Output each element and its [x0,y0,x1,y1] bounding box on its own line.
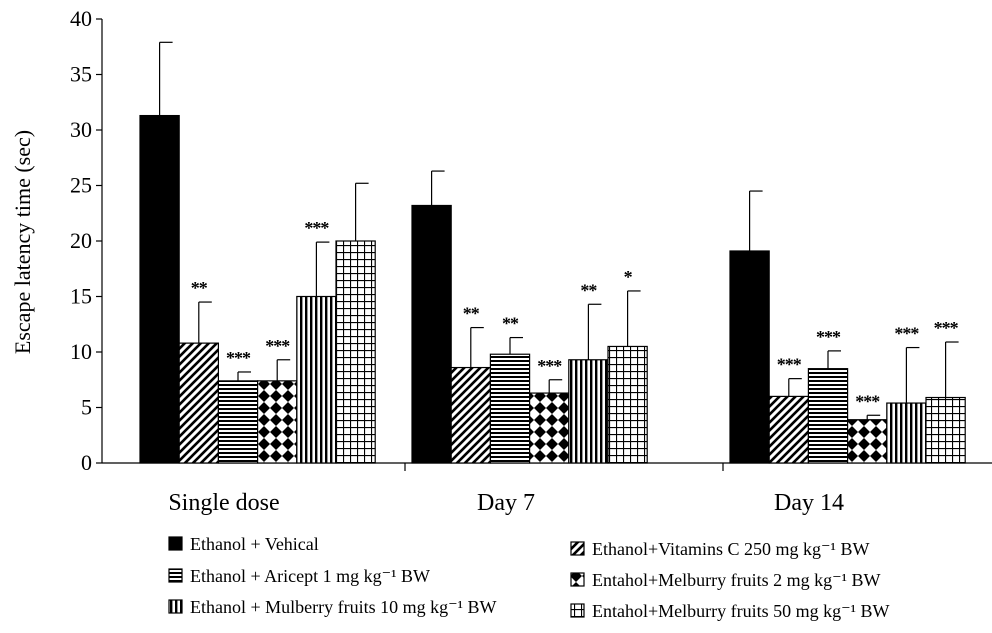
y-tick-label: 25 [70,173,92,198]
bar [846,419,888,464]
legend-swatch [570,572,585,587]
bar [411,204,452,464]
legend-label: Ethanol + Mulberry fruits 10 mg kg⁻¹ BW [190,597,497,617]
x-tick-label: Day 14 [774,490,844,516]
significance-marker: *** [226,348,251,368]
category-labels: Single dose Day 7 Day 14 [168,490,844,516]
significance-marker: *** [304,218,329,238]
bar [217,380,259,464]
bar [139,114,180,464]
bar [925,396,966,464]
legend: Ethanol + Vehical Ethanol+Vitamins C 250 … [168,534,890,621]
legend-label: Ethanol + Vehical [190,534,319,554]
bar [257,380,298,464]
legend-swatch [570,541,585,556]
y-tick-label: 30 [70,117,92,142]
bar [607,345,648,464]
legend-swatch [570,603,585,618]
legend-label: Entahol+Melburry fruits 50 mg kg⁻¹ BW [592,601,890,621]
x-tick-label: Day 7 [477,490,535,516]
bar [528,392,570,464]
significance-marker: ** [463,304,480,324]
bar [568,359,609,464]
bar [807,368,849,464]
bar [886,402,927,464]
legend-swatch [168,536,183,551]
bar [178,342,219,464]
legend-label: Ethanol + Aricept 1 mg kg⁻¹ BW [190,566,430,586]
legend-item: Ethanol+Vitamins C 250 mg kg⁻¹ BW [570,539,869,559]
bar [729,250,770,464]
bar [335,240,376,464]
legend-item: Ethanol + Aricept 1 mg kg⁻¹ BW [168,566,430,586]
y-tick-label: 10 [70,339,92,364]
y-tick-label: 15 [70,284,92,309]
significance-marker: ** [580,280,597,300]
significance-marker: *** [855,391,880,411]
legend-label: Ethanol+Vitamins C 250 mg kg⁻¹ BW [592,539,869,559]
legend-item: Entahol+Melburry fruits 2 mg kg⁻¹ BW [570,570,881,590]
significance-marker: *** [537,356,562,376]
x-tick-label: Single dose [168,490,279,516]
significance-marker: *** [934,318,959,338]
bars: ************* ******************** *** [139,41,966,464]
bar [768,395,810,464]
y-tick-label: 35 [70,62,92,87]
bar [489,353,531,464]
legend-label: Entahol+Melburry fruits 2 mg kg⁻¹ BW [592,570,881,590]
significance-marker: *** [265,336,290,356]
significance-marker: ** [502,314,519,334]
significance-marker: *** [816,327,841,347]
legend-item: Ethanol + Vehical [168,534,319,554]
y-axis-label: Escape latency time (sec) [10,130,35,354]
legend-swatch [168,599,183,614]
significance-marker: *** [894,324,919,344]
y-tick-label: 40 [70,6,92,31]
bar [450,366,492,464]
legend-item: Entahol+Melburry fruits 50 mg kg⁻¹ BW [570,601,890,621]
y-tick-label: 0 [81,450,92,475]
significance-marker: * [624,267,633,287]
bar [296,295,337,464]
legend-swatch [168,568,183,583]
significance-marker: ** [191,278,208,298]
y-tick-label: 20 [70,228,92,253]
legend-item: Ethanol + Mulberry fruits 10 mg kg⁻¹ BW [168,597,497,617]
y-tick-label: 5 [81,395,92,420]
significance-marker: *** [777,355,802,375]
